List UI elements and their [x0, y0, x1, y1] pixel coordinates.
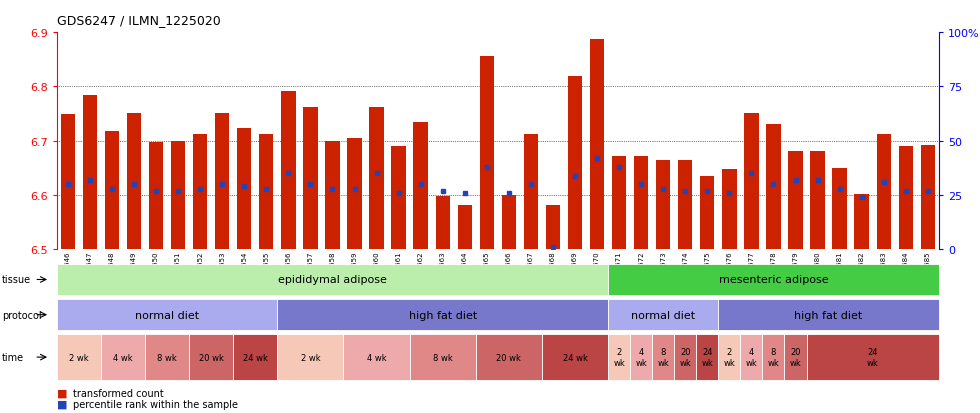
Text: transformed count: transformed count	[73, 388, 164, 398]
Text: 20 wk: 20 wk	[199, 353, 223, 362]
Bar	[678, 161, 693, 250]
Bar	[855, 195, 869, 250]
Bar	[546, 205, 561, 250]
Bar	[105, 132, 120, 250]
Bar	[612, 157, 626, 250]
Bar	[237, 128, 252, 250]
Bar	[369, 108, 384, 250]
Bar	[325, 142, 340, 250]
Bar	[171, 142, 185, 250]
Text: 8 wk: 8 wk	[157, 353, 177, 362]
Bar	[788, 151, 803, 250]
Text: percentile rank within the sample: percentile rank within the sample	[73, 399, 237, 409]
Bar	[458, 205, 472, 250]
Text: 4
wk: 4 wk	[746, 348, 758, 367]
Text: 4 wk: 4 wk	[113, 353, 133, 362]
Bar	[656, 161, 670, 250]
Text: 4 wk: 4 wk	[367, 353, 386, 362]
Bar	[479, 57, 494, 250]
Bar	[149, 142, 164, 250]
Bar	[435, 197, 450, 250]
Text: epididymal adipose: epididymal adipose	[278, 275, 387, 285]
Text: mesenteric adipose: mesenteric adipose	[718, 275, 828, 285]
Bar	[567, 76, 582, 250]
Text: ■: ■	[57, 399, 68, 409]
Bar	[523, 135, 538, 250]
Text: 2 wk: 2 wk	[69, 353, 89, 362]
Bar	[744, 113, 759, 250]
Text: 24 wk: 24 wk	[243, 353, 268, 362]
Text: 2
wk: 2 wk	[613, 348, 625, 367]
Text: GDS6247 / ILMN_1225020: GDS6247 / ILMN_1225020	[57, 14, 220, 27]
Bar	[899, 147, 913, 250]
Bar	[193, 135, 208, 250]
Text: 24
wk: 24 wk	[702, 348, 713, 367]
Bar	[876, 135, 891, 250]
Text: high fat diet: high fat diet	[409, 310, 477, 320]
Text: 2 wk: 2 wk	[301, 353, 320, 362]
Bar	[215, 113, 229, 250]
Bar	[82, 95, 97, 250]
Bar	[347, 138, 362, 250]
Bar	[832, 169, 847, 250]
Text: tissue: tissue	[2, 275, 31, 285]
Text: normal diet: normal diet	[135, 310, 199, 320]
Bar	[502, 196, 516, 250]
Text: ■: ■	[57, 388, 68, 398]
Text: time: time	[2, 352, 24, 362]
Bar	[766, 125, 781, 250]
Bar	[61, 114, 75, 250]
Bar	[126, 113, 141, 250]
Text: 20
wk: 20 wk	[679, 348, 691, 367]
Text: protocol: protocol	[2, 310, 41, 320]
Text: 8 wk: 8 wk	[433, 353, 453, 362]
Bar	[634, 157, 649, 250]
Text: 2
wk: 2 wk	[723, 348, 735, 367]
Text: 24 wk: 24 wk	[563, 353, 587, 362]
Text: 8
wk: 8 wk	[658, 348, 669, 367]
Bar	[391, 147, 406, 250]
Text: 4
wk: 4 wk	[635, 348, 647, 367]
Bar	[810, 151, 825, 250]
Bar	[590, 40, 605, 250]
Bar	[414, 123, 428, 250]
Bar	[281, 92, 296, 250]
Text: high fat diet: high fat diet	[795, 310, 862, 320]
Bar	[259, 135, 273, 250]
Bar	[303, 108, 318, 250]
Text: 20
wk: 20 wk	[790, 348, 802, 367]
Text: 8
wk: 8 wk	[767, 348, 779, 367]
Bar	[722, 170, 737, 250]
Bar	[700, 176, 714, 250]
Text: 20 wk: 20 wk	[497, 353, 521, 362]
Text: normal diet: normal diet	[631, 310, 695, 320]
Bar	[920, 146, 935, 250]
Text: 24
wk: 24 wk	[867, 348, 878, 367]
